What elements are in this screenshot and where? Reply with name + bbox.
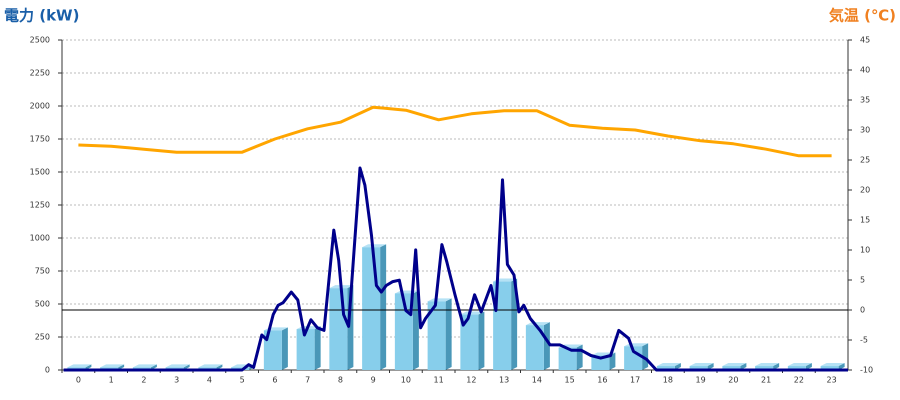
bar-top <box>362 244 387 248</box>
bar-side <box>740 363 747 370</box>
y-tick-label: 1750 <box>30 135 50 144</box>
bar <box>656 366 675 370</box>
bar <box>755 366 774 370</box>
bar <box>460 314 479 370</box>
bar-side <box>838 363 845 370</box>
bar-top <box>165 364 190 368</box>
bar <box>624 346 643 370</box>
y2-tick-label: -10 <box>860 366 873 375</box>
y2-tick-label: 25 <box>860 156 870 165</box>
x-tick-label: 21 <box>761 376 771 385</box>
bar-top <box>67 364 92 368</box>
bar-top <box>689 363 714 367</box>
bar-side <box>805 363 812 370</box>
x-tick-label: 5 <box>240 376 245 385</box>
x-tick-label: 1 <box>109 376 114 385</box>
bar-side <box>314 326 321 370</box>
y2-tick-label: 40 <box>860 66 870 75</box>
bar-top <box>493 278 518 282</box>
temperature-line <box>78 105 832 158</box>
x-tick-label: 19 <box>696 376 706 385</box>
bar-top <box>787 363 812 367</box>
x-tick-label: 6 <box>272 376 277 385</box>
y2-axis-title: 気温 (℃) <box>829 7 896 25</box>
bar-top <box>656 363 681 367</box>
bar-top <box>755 363 780 367</box>
x-tick-label: 11 <box>434 376 444 385</box>
bar <box>722 366 741 370</box>
x-tick-label: 2 <box>141 376 146 385</box>
x-tick-label: 22 <box>794 376 804 385</box>
bar-side <box>773 363 780 370</box>
y2-tick-label: -5 <box>860 336 868 345</box>
bar-side <box>380 244 387 370</box>
y2-tick-label: 5 <box>860 276 865 285</box>
bar-side <box>445 298 452 370</box>
bar-side <box>674 363 681 370</box>
y2-tick-label: 35 <box>860 96 870 105</box>
x-tick-label: 18 <box>663 376 673 385</box>
x-tick-label: 10 <box>401 376 411 385</box>
x-tick-label: 4 <box>207 376 212 385</box>
bar <box>787 366 806 370</box>
x-tick-label: 3 <box>174 376 179 385</box>
bar <box>362 247 381 370</box>
x-tick-label: 0 <box>76 376 81 385</box>
bar-side <box>707 363 714 370</box>
bar-side <box>576 344 583 370</box>
y2-tick-label: 0 <box>860 306 865 315</box>
y2-tick-label: 20 <box>860 186 870 195</box>
y2-tick-label: 15 <box>860 216 870 225</box>
bar <box>329 288 348 370</box>
x-tick-label: 9 <box>371 376 376 385</box>
y-tick-label: 500 <box>35 300 50 309</box>
x-tick-label: 20 <box>728 376 738 385</box>
bar <box>591 355 610 370</box>
y-tick-label: 2500 <box>30 36 50 45</box>
x-tick-label: 23 <box>827 376 837 385</box>
bar-side <box>511 278 518 370</box>
x-tick-label: 15 <box>565 376 575 385</box>
bar <box>296 329 315 370</box>
x-tick-label: 16 <box>597 376 607 385</box>
y-tick-label: 250 <box>35 333 50 342</box>
bar <box>820 366 839 370</box>
bar-top <box>525 322 550 326</box>
bar-top <box>722 363 747 367</box>
bar-top <box>427 298 452 302</box>
y-tick-label: 1500 <box>30 168 50 177</box>
bar <box>525 325 544 370</box>
bar <box>427 301 446 370</box>
bar-side <box>642 343 649 370</box>
bar-top <box>132 364 157 368</box>
x-tick-label: 13 <box>499 376 509 385</box>
x-tick-label: 14 <box>532 376 542 385</box>
y-tick-label: 0 <box>45 366 50 375</box>
bar-side <box>478 311 485 370</box>
x-tick-label: 7 <box>305 376 310 385</box>
y-tick-label: 2250 <box>30 69 50 78</box>
y-tick-label: 750 <box>35 267 50 276</box>
x-tick-label: 8 <box>338 376 343 385</box>
bar <box>689 366 708 370</box>
y2-tick-label: 30 <box>860 126 870 135</box>
power-line <box>63 166 848 372</box>
y-axis-title: 電力 (kW) <box>4 7 79 25</box>
y-tick-label: 1250 <box>30 201 50 210</box>
y-tick-label: 2000 <box>30 102 50 111</box>
bar-side <box>543 322 550 370</box>
bar-top <box>460 311 485 315</box>
bar-top <box>198 364 223 368</box>
bar <box>263 330 282 370</box>
bar-side <box>281 327 288 370</box>
bar-top <box>820 363 845 367</box>
y2-tick-label: 45 <box>860 36 870 45</box>
x-tick-label: 12 <box>466 376 476 385</box>
y2-tick-label: 10 <box>860 246 870 255</box>
y-tick-label: 1000 <box>30 234 50 243</box>
x-tick-label: 17 <box>630 376 640 385</box>
bar-top <box>100 364 125 368</box>
bar <box>558 347 577 370</box>
